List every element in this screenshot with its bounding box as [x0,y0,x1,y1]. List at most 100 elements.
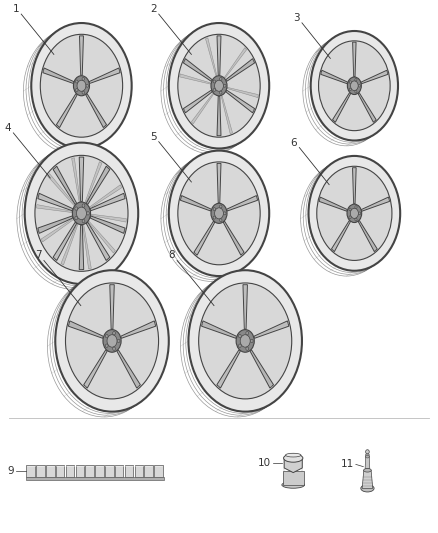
Polygon shape [217,36,221,75]
Text: 9: 9 [7,466,14,476]
Polygon shape [358,93,376,122]
Ellipse shape [347,77,361,94]
Polygon shape [223,221,244,255]
Ellipse shape [55,270,169,411]
Ellipse shape [211,76,227,96]
Ellipse shape [359,212,361,215]
Polygon shape [86,166,110,204]
Ellipse shape [283,454,303,462]
Polygon shape [332,221,350,252]
Polygon shape [57,94,77,127]
Polygon shape [184,59,212,82]
Polygon shape [358,221,377,252]
Ellipse shape [239,344,241,348]
Ellipse shape [117,339,120,343]
Text: 7: 7 [35,251,42,261]
Text: 3: 3 [293,13,300,23]
Polygon shape [38,216,73,233]
Ellipse shape [213,216,215,219]
FancyBboxPatch shape [105,465,113,477]
Ellipse shape [31,23,132,149]
Ellipse shape [213,88,215,92]
Polygon shape [91,214,127,222]
Ellipse shape [350,81,358,91]
Ellipse shape [366,450,369,454]
Ellipse shape [355,218,357,221]
Ellipse shape [75,216,78,220]
Ellipse shape [240,335,250,347]
Ellipse shape [178,162,260,265]
FancyBboxPatch shape [46,465,55,477]
Polygon shape [184,90,212,113]
Ellipse shape [86,84,88,87]
Ellipse shape [251,339,253,343]
Ellipse shape [76,88,78,92]
FancyBboxPatch shape [36,465,45,477]
Polygon shape [79,36,84,75]
Ellipse shape [87,212,89,215]
Ellipse shape [223,212,226,215]
Polygon shape [361,197,389,211]
Ellipse shape [74,76,89,96]
Ellipse shape [355,91,357,93]
Text: 4: 4 [4,123,11,133]
Bar [25,477,163,480]
Ellipse shape [349,80,351,83]
FancyBboxPatch shape [115,465,124,477]
Ellipse shape [358,84,360,87]
Polygon shape [72,158,80,202]
Ellipse shape [35,155,128,271]
Polygon shape [319,197,347,211]
Polygon shape [90,193,125,211]
Polygon shape [36,205,72,213]
Polygon shape [53,222,77,261]
Polygon shape [89,68,120,83]
Ellipse shape [76,80,78,83]
Ellipse shape [66,283,159,399]
FancyBboxPatch shape [66,465,74,477]
Polygon shape [88,221,115,253]
Ellipse shape [219,205,222,208]
Polygon shape [79,225,84,270]
Text: 10: 10 [258,458,271,468]
Ellipse shape [169,151,269,276]
Text: 2: 2 [150,4,156,14]
Polygon shape [205,38,217,76]
Ellipse shape [219,219,222,222]
Polygon shape [224,47,247,78]
Polygon shape [191,93,214,124]
Polygon shape [48,174,75,206]
FancyBboxPatch shape [85,465,94,477]
FancyBboxPatch shape [76,465,84,477]
Polygon shape [117,350,140,388]
Polygon shape [83,225,91,269]
Ellipse shape [113,332,116,335]
Text: 5: 5 [150,132,156,142]
Ellipse shape [169,23,269,149]
Polygon shape [201,321,237,338]
Polygon shape [38,193,73,211]
Ellipse shape [213,80,215,83]
Ellipse shape [355,206,357,208]
Polygon shape [86,222,110,261]
Polygon shape [227,87,258,98]
Polygon shape [84,350,107,388]
Ellipse shape [236,329,254,352]
Polygon shape [85,161,102,203]
Ellipse shape [215,80,223,91]
Polygon shape [227,196,258,211]
Polygon shape [250,350,274,388]
Polygon shape [41,219,74,242]
Ellipse shape [213,207,215,211]
Ellipse shape [219,91,222,94]
Polygon shape [362,470,373,488]
Polygon shape [110,285,114,329]
Polygon shape [89,185,122,208]
Ellipse shape [365,456,369,458]
Ellipse shape [246,347,249,350]
Polygon shape [79,157,84,201]
Polygon shape [226,90,254,113]
Polygon shape [43,68,74,83]
Ellipse shape [178,34,260,137]
Text: 1: 1 [12,4,19,14]
